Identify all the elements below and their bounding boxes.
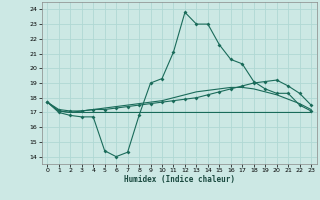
X-axis label: Humidex (Indice chaleur): Humidex (Indice chaleur) — [124, 175, 235, 184]
